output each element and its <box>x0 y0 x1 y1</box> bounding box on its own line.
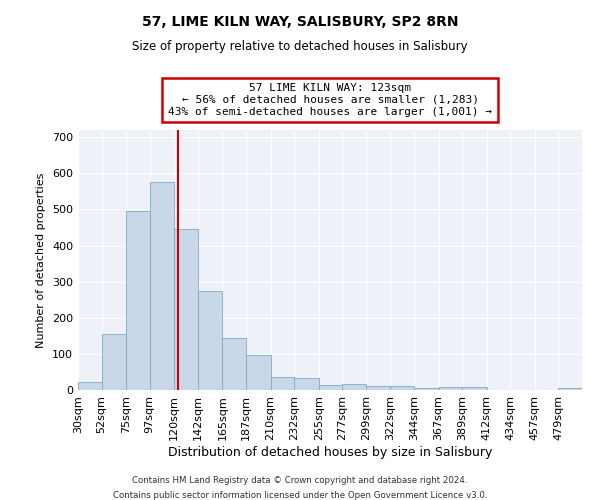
Bar <box>175 230 198 390</box>
Text: Contains HM Land Registry data © Crown copyright and database right 2024.: Contains HM Land Registry data © Crown c… <box>132 476 468 485</box>
Text: 57, LIME KILN WAY, SALISBURY, SP2 8RN: 57, LIME KILN WAY, SALISBURY, SP2 8RN <box>142 15 458 29</box>
Bar <box>198 290 223 390</box>
Text: Distribution of detached houses by size in Salisbury: Distribution of detached houses by size … <box>168 446 492 459</box>
Bar <box>246 354 271 390</box>
Bar <box>439 387 462 390</box>
Text: 57 LIME KILN WAY: 123sqm
← 56% of detached houses are smaller (1,283)
43% of sem: 57 LIME KILN WAY: 123sqm ← 56% of detach… <box>168 84 492 116</box>
Y-axis label: Number of detached properties: Number of detached properties <box>37 172 46 348</box>
Bar <box>366 386 391 390</box>
Text: Size of property relative to detached houses in Salisbury: Size of property relative to detached ho… <box>132 40 468 53</box>
Bar <box>462 387 487 390</box>
Text: Contains public sector information licensed under the Open Government Licence v3: Contains public sector information licen… <box>113 491 487 500</box>
Bar <box>343 384 366 390</box>
Bar <box>414 388 439 390</box>
Bar <box>391 386 414 390</box>
Bar <box>559 388 582 390</box>
Bar <box>319 384 343 390</box>
Bar <box>223 338 246 390</box>
Bar <box>101 334 126 390</box>
Bar <box>126 211 149 390</box>
Bar <box>271 378 294 390</box>
Bar <box>149 182 175 390</box>
Bar <box>78 382 101 390</box>
Bar <box>294 378 319 390</box>
